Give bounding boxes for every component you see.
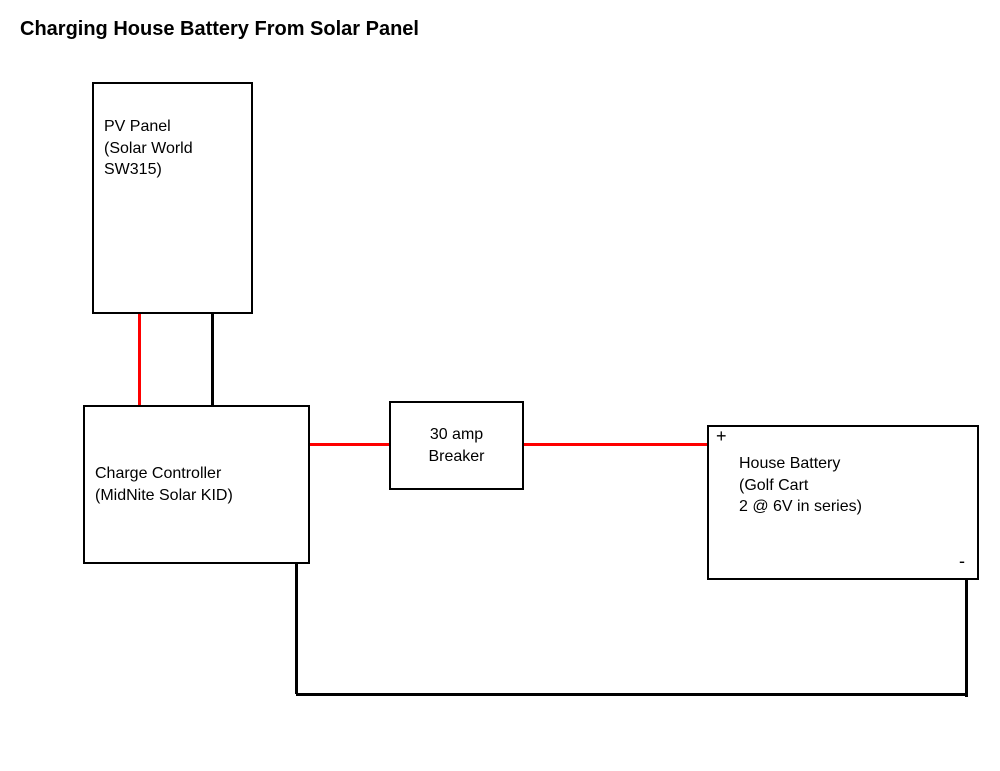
wire-cc-to-breaker-red bbox=[310, 443, 389, 446]
battery-terminal-minus: - bbox=[959, 551, 965, 572]
wire-cc-to-battery-black bbox=[965, 580, 968, 697]
wire-pv-to-cc-red bbox=[138, 314, 141, 405]
diagram-title: Charging House Battery From Solar Panel bbox=[20, 18, 419, 41]
node-pv-panel-label: PV Panel(Solar WorldSW315) bbox=[104, 116, 243, 181]
node-charge-controller-label: Charge Controller(MidNite Solar KID) bbox=[95, 463, 233, 506]
node-pv-panel: PV Panel(Solar WorldSW315) bbox=[92, 82, 253, 314]
diagram-canvas: Charging House Battery From Solar Panel … bbox=[0, 0, 1000, 771]
wire-pv-to-cc-black bbox=[211, 314, 214, 405]
battery-terminal-plus: + bbox=[716, 426, 727, 447]
node-breaker-label: 30 ampBreaker bbox=[428, 424, 484, 467]
node-breaker: 30 ampBreaker bbox=[389, 401, 524, 490]
node-house-battery: House Battery(Golf Cart2 @ 6V in series) bbox=[707, 425, 979, 580]
node-house-battery-label: House Battery(Golf Cart2 @ 6V in series) bbox=[739, 453, 969, 518]
wire-cc-to-battery-black bbox=[296, 693, 966, 696]
wire-breaker-to-battery-red bbox=[524, 443, 707, 446]
node-charge-controller: Charge Controller(MidNite Solar KID) bbox=[83, 405, 310, 564]
wire-cc-to-battery-black bbox=[295, 564, 298, 694]
